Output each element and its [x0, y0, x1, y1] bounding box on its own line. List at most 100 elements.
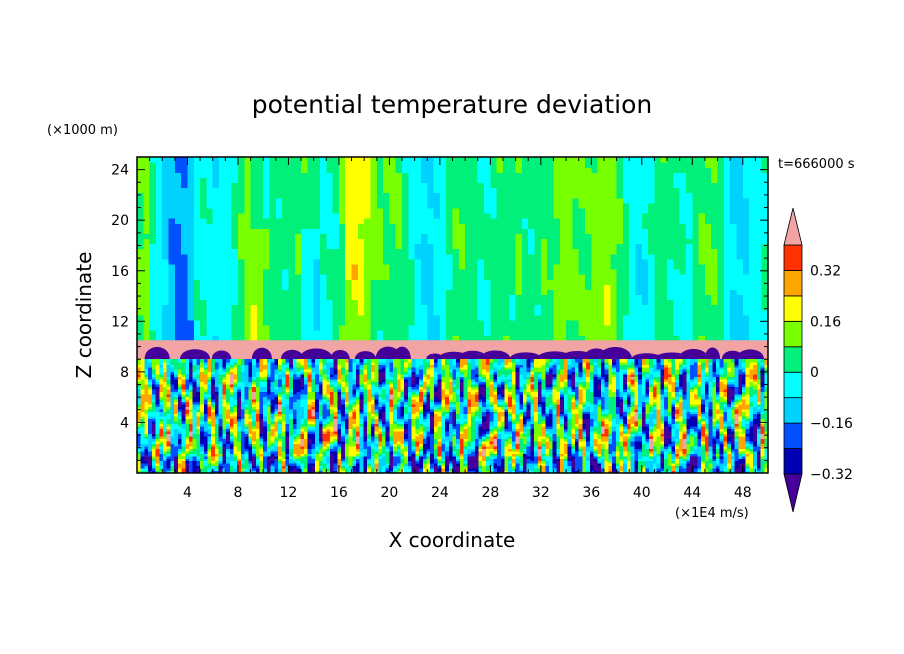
upper-field-cell	[717, 192, 725, 199]
lower-field-cell	[203, 465, 209, 469]
lower-field-cell	[237, 440, 242, 444]
upper-field-cell	[597, 284, 605, 290]
upper-field-cell	[629, 238, 637, 245]
lower-field-cell	[214, 381, 220, 385]
lower-field-cell	[185, 416, 190, 420]
lower-field-cell	[162, 423, 168, 427]
upper-field-cell	[477, 248, 485, 255]
upper-field-cell	[237, 213, 245, 219]
upper-field-cell	[667, 274, 674, 280]
upper-field-cell	[439, 233, 447, 240]
upper-field-cell	[603, 207, 611, 214]
upper-field-cell	[193, 304, 201, 311]
lower-field-cell	[244, 406, 249, 410]
upper-field-cell	[502, 294, 510, 301]
lower-field-cell	[240, 406, 246, 410]
upper-field-cell	[433, 314, 441, 321]
upper-field-cell	[496, 243, 504, 250]
upper-field-cell	[673, 314, 681, 321]
upper-field-cell	[471, 233, 479, 240]
upper-field-cell	[749, 202, 756, 209]
upper-field-cell	[219, 330, 226, 336]
upper-field-cell	[219, 309, 226, 316]
lower-field-cell	[218, 383, 223, 388]
lower-field-cell	[166, 440, 172, 444]
upper-field-cell	[162, 207, 170, 214]
lower-field-cell	[174, 448, 179, 452]
upper-field-cell	[540, 253, 548, 260]
upper-field-cell	[332, 238, 340, 245]
upper-field-cell	[345, 207, 353, 214]
upper-field-cell	[338, 269, 346, 275]
upper-field-cell	[307, 263, 315, 270]
upper-field-cell	[326, 304, 334, 311]
upper-field-cell	[332, 314, 340, 321]
upper-field-cell	[515, 274, 523, 280]
upper-field-cell	[275, 218, 283, 224]
upper-field-cell	[275, 253, 283, 260]
lower-field-cell	[159, 393, 164, 397]
lower-field-cell	[196, 455, 201, 459]
upper-field-cell	[654, 263, 662, 270]
upper-field-cell	[137, 269, 144, 275]
lower-field-cell	[185, 453, 190, 457]
upper-field-cell	[357, 330, 365, 336]
lower-field-cell	[185, 428, 190, 432]
lower-field-cell	[188, 374, 194, 378]
upper-field-cell	[181, 197, 189, 204]
lower-field-cell	[166, 364, 172, 368]
upper-field-cell	[559, 274, 567, 280]
upper-field-cell	[319, 294, 327, 301]
upper-field-cell	[717, 213, 725, 219]
lower-field-cell	[229, 430, 235, 435]
upper-field-cell	[566, 284, 573, 290]
upper-field-cell	[137, 335, 144, 341]
upper-field-cell	[244, 202, 252, 209]
lower-field-cell	[166, 450, 172, 454]
upper-field-cell	[660, 299, 668, 306]
lower-field-cell	[140, 374, 146, 378]
upper-field-cell	[534, 207, 542, 214]
upper-field-cell	[496, 258, 504, 265]
upper-field-cell	[761, 213, 768, 219]
lower-field-cell	[188, 396, 194, 400]
upper-field-cell	[502, 309, 510, 316]
lower-field-cell	[144, 369, 149, 373]
upper-field-cell	[420, 218, 428, 224]
upper-field-cell	[572, 157, 580, 163]
upper-field-cell	[174, 213, 182, 219]
upper-field-cell	[616, 258, 624, 265]
upper-field-cell	[585, 294, 592, 301]
upper-field-cell	[338, 182, 346, 189]
lower-field-cell	[155, 398, 160, 402]
upper-field-cell	[301, 248, 308, 255]
upper-field-cell	[742, 319, 750, 326]
upper-field-cell	[534, 202, 542, 209]
upper-field-cell	[610, 279, 618, 285]
lower-field-cell	[192, 428, 197, 432]
upper-field-cell	[477, 157, 485, 163]
upper-field-cell	[225, 309, 233, 316]
upper-field-cell	[143, 314, 151, 321]
upper-field-cell	[635, 269, 643, 275]
upper-field-cell	[263, 253, 271, 260]
lower-field-cell	[177, 398, 183, 402]
upper-field-cell	[597, 167, 605, 173]
upper-field-cell	[559, 167, 567, 173]
upper-field-cell	[578, 182, 586, 189]
lower-field-cell	[137, 435, 142, 439]
upper-field-cell	[540, 238, 548, 245]
upper-field-cell	[648, 197, 656, 204]
upper-field-cell	[219, 253, 226, 260]
upper-field-cell	[452, 243, 460, 250]
upper-field-cell	[187, 197, 195, 204]
upper-field-cell	[685, 162, 693, 168]
upper-field-cell	[641, 335, 649, 341]
lower-field-cell	[148, 393, 153, 397]
lower-field-cell	[174, 468, 179, 472]
upper-field-cell	[439, 314, 447, 321]
upper-field-cell	[313, 192, 321, 199]
upper-field-cell	[414, 248, 422, 255]
upper-field-cell	[200, 213, 208, 219]
upper-field-cell	[244, 177, 252, 184]
